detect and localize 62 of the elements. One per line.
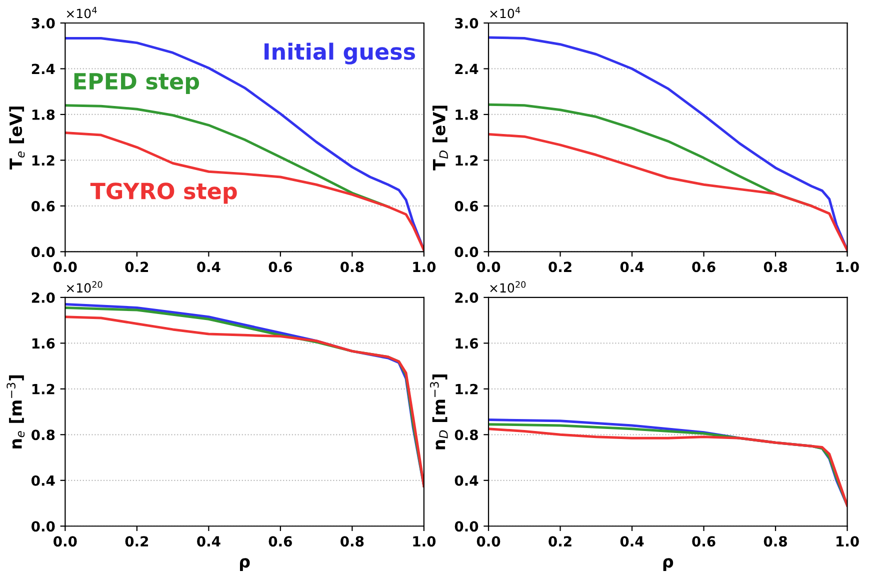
y-tick-label: 1.2	[32, 155, 54, 166]
text: ×10$^{4}$	[66, 6, 97, 18]
x-tick-label: 0.2	[125, 262, 148, 272]
y-tick-label: 1.2	[456, 155, 478, 166]
y-tick-label: 1.8	[32, 109, 55, 120]
text: 1.0	[413, 536, 436, 547]
x-tick-label: 0.4	[197, 536, 220, 547]
y-tick-label: 1.8	[456, 109, 478, 120]
y-tick-label: 1.6	[456, 338, 478, 349]
x-tick-label: 0.2	[125, 536, 148, 547]
y-axis-title: T$_{e}$ [eV]	[9, 106, 25, 170]
y-axis-title: n$_{D}$ [m$^{−3}$]	[430, 374, 448, 450]
text: 0.0	[454, 521, 478, 532]
text: 2.0	[455, 292, 478, 303]
x-tick-label: 0.4	[197, 262, 220, 272]
x-axis-title: ρ	[663, 558, 674, 571]
text: 3.0	[455, 18, 478, 28]
y-tick-label: 0.6	[32, 200, 55, 212]
text: ×10$^{4}$	[490, 6, 520, 18]
y-axis-title: n$_{e}$ [m$^{−3}$]	[6, 375, 25, 448]
x-tick-label: 0.4	[620, 536, 644, 547]
x-tick-label: 0.8	[340, 536, 364, 547]
series-label: Initial guess	[264, 42, 415, 64]
y-tick-label: 1.2	[456, 384, 478, 394]
x-tick-label: 0.8	[340, 262, 364, 272]
text: ×10$^{20}$	[490, 281, 526, 293]
y-tick-label: 0.4	[32, 475, 55, 486]
x-tick-label: 0.2	[548, 536, 572, 547]
x-tick-label: 0.8	[764, 536, 787, 547]
x-tick-label: 0.2	[548, 262, 572, 272]
x-tick-label: 0.6	[268, 262, 292, 272]
text: 0.0	[54, 536, 77, 547]
x-tick-label: 0.6	[268, 536, 292, 547]
text: 0.0	[454, 246, 478, 258]
text: 3.0	[32, 18, 55, 28]
x-tick-label: 0.4	[620, 262, 644, 272]
text: 1.0	[413, 262, 436, 272]
series-label: EPED step	[74, 73, 200, 94]
y-axis-title: T$_{D}$ [eV]	[432, 106, 448, 170]
text: 0.0	[476, 536, 500, 547]
text: 0.0	[32, 521, 55, 532]
text: 0.0	[32, 246, 55, 258]
x-tick-label: 0.8	[764, 262, 787, 272]
series-label: TGYRO step	[90, 182, 237, 204]
y-tick-label: 0.8	[32, 430, 55, 440]
y-tick-label: 0.8	[454, 430, 478, 440]
x-axis-title: ρ	[240, 558, 250, 571]
text: 1.0	[836, 536, 859, 547]
y-tick-label: 1.6	[32, 338, 55, 349]
x-tick-label: 0.6	[692, 262, 716, 272]
text: 1.0	[836, 262, 859, 272]
y-tick-label: 0.6	[454, 200, 478, 212]
y-tick-label: 2.4	[32, 64, 55, 74]
line-series	[65, 104, 390, 208]
y-tick-label: 2.4	[455, 64, 478, 74]
text: 2.0	[32, 292, 55, 303]
text: 0.0	[54, 262, 77, 272]
text: ×10$^{20}$	[66, 281, 102, 293]
y-tick-label: 0.4	[454, 475, 478, 486]
x-tick-label: 0.6	[692, 536, 716, 547]
text: 0.0	[476, 262, 500, 272]
y-tick-label: 1.2	[32, 384, 54, 394]
